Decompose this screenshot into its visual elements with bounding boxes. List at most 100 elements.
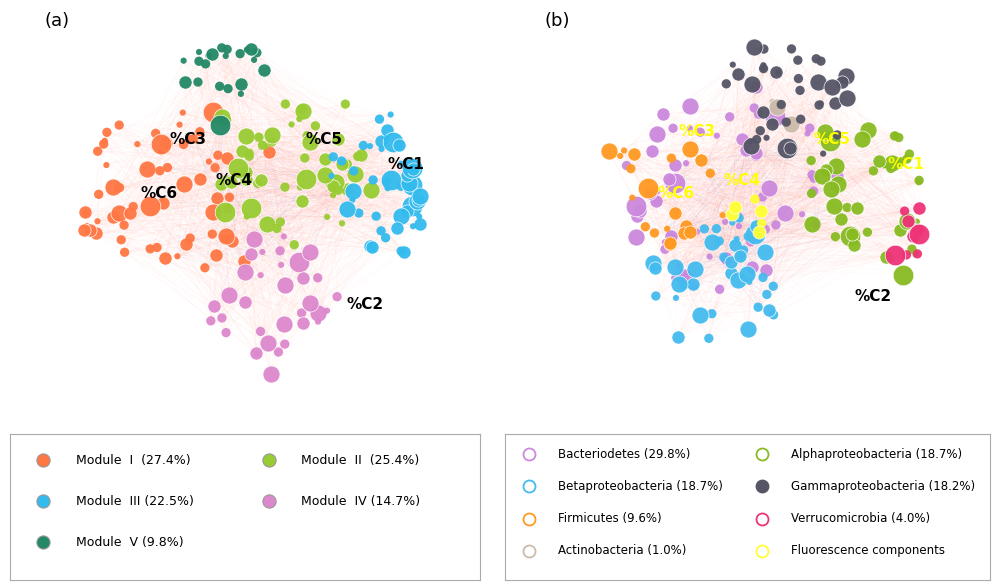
Point xyxy=(761,183,777,193)
Point xyxy=(379,176,395,186)
Point xyxy=(648,196,664,206)
Point xyxy=(302,299,318,308)
Point xyxy=(404,158,420,168)
Point xyxy=(241,152,257,161)
Point xyxy=(325,190,341,200)
Point xyxy=(723,257,739,267)
Point xyxy=(208,250,224,260)
Point xyxy=(748,148,764,158)
Point xyxy=(210,151,226,160)
Point xyxy=(264,137,280,146)
Text: Module  I  (27.4%): Module I (27.4%) xyxy=(76,454,190,466)
Text: %C6: %C6 xyxy=(657,186,695,201)
Point xyxy=(792,86,808,95)
Point xyxy=(717,217,733,227)
Point xyxy=(817,127,833,137)
Point xyxy=(704,237,720,247)
Point xyxy=(736,246,752,255)
Point xyxy=(769,103,785,112)
Point xyxy=(248,348,264,357)
Point xyxy=(689,227,705,237)
Point xyxy=(715,210,731,220)
Point xyxy=(192,174,208,183)
Point xyxy=(307,121,323,131)
Point xyxy=(351,209,367,218)
Point xyxy=(732,251,748,261)
Point xyxy=(91,190,107,199)
Point xyxy=(682,102,698,111)
Point xyxy=(328,178,344,187)
Point xyxy=(773,106,789,115)
Point xyxy=(790,56,806,65)
Point xyxy=(911,229,927,239)
Point xyxy=(730,69,746,79)
Point xyxy=(249,48,265,57)
Point xyxy=(649,187,665,196)
Point xyxy=(201,157,217,166)
Point xyxy=(670,261,686,271)
Point xyxy=(642,188,658,197)
Point xyxy=(411,212,427,221)
Point xyxy=(250,349,266,359)
Text: %C1: %C1 xyxy=(388,157,425,172)
Point xyxy=(685,279,701,288)
Point xyxy=(404,172,420,182)
Point xyxy=(404,163,420,173)
Point xyxy=(339,204,355,213)
Point xyxy=(708,224,724,233)
Point xyxy=(186,134,202,144)
Point xyxy=(213,179,229,189)
Point xyxy=(811,100,827,110)
Point xyxy=(239,212,255,222)
Point xyxy=(904,244,920,254)
Point xyxy=(756,64,772,73)
Point xyxy=(754,449,770,459)
Point xyxy=(752,126,768,135)
Point xyxy=(616,146,632,155)
Point xyxy=(646,229,662,238)
Point xyxy=(667,178,683,188)
Point xyxy=(687,264,703,274)
Point xyxy=(692,310,708,319)
Point xyxy=(814,171,830,180)
Point xyxy=(829,172,845,181)
Point xyxy=(521,449,537,459)
Point xyxy=(355,141,371,150)
Point xyxy=(747,195,763,204)
Point xyxy=(757,247,773,257)
Point xyxy=(804,189,820,198)
Point xyxy=(209,193,225,203)
Point xyxy=(243,203,259,212)
Point xyxy=(777,209,793,218)
Point xyxy=(139,165,155,174)
Point xyxy=(724,218,740,227)
Point xyxy=(272,217,288,227)
Point xyxy=(404,180,420,189)
Point xyxy=(345,187,361,196)
Point xyxy=(624,193,640,202)
Point xyxy=(241,149,257,158)
Point xyxy=(640,183,656,193)
Point xyxy=(644,146,660,156)
Point xyxy=(670,332,686,342)
Point xyxy=(823,185,839,194)
Point xyxy=(253,271,269,280)
Point xyxy=(758,265,774,274)
Point xyxy=(197,263,213,272)
Point xyxy=(804,170,820,179)
Point xyxy=(368,212,384,221)
Point xyxy=(223,177,239,186)
Point xyxy=(521,546,537,556)
Point xyxy=(770,68,786,77)
Point xyxy=(178,239,194,248)
Point xyxy=(159,163,175,172)
Point xyxy=(259,219,275,228)
Point xyxy=(334,156,350,166)
Point xyxy=(725,60,741,69)
Point xyxy=(744,79,760,88)
Point xyxy=(619,161,635,171)
Point xyxy=(701,333,717,343)
Point xyxy=(908,250,924,259)
Point xyxy=(776,144,792,154)
Text: %C5: %C5 xyxy=(814,132,851,147)
